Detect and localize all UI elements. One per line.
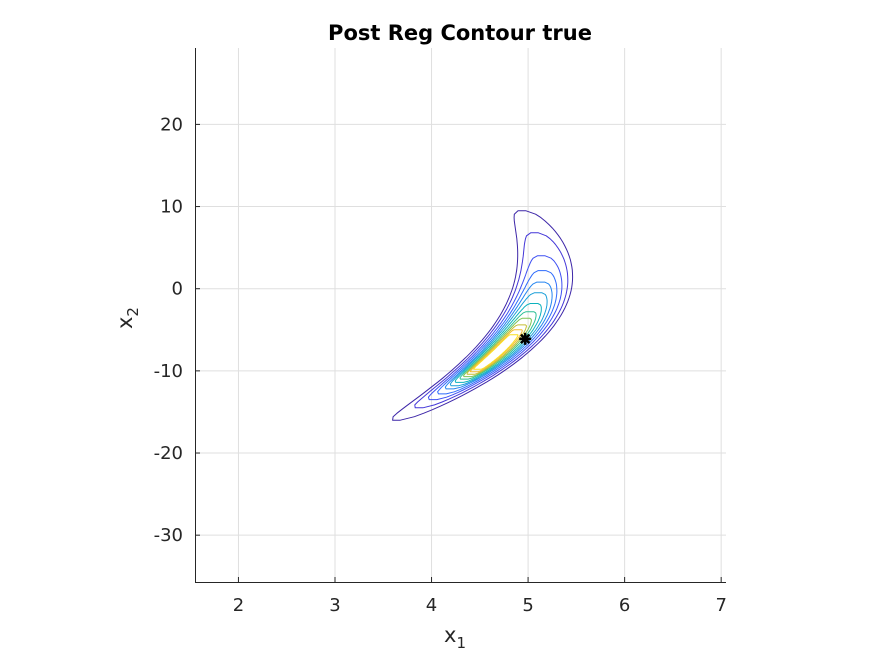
contour-level-3 (427, 255, 563, 401)
y-tick-label: -10 (154, 361, 183, 382)
y-tick-label: 20 (160, 114, 183, 135)
y-axis-label-sub: 2 (124, 307, 142, 317)
y-ticks: 20 10 0 -10 -20 -30 (154, 114, 200, 546)
y-tick-label: -20 (154, 443, 183, 464)
x-tick-label: 7 (715, 595, 726, 616)
contour-level-7 (454, 303, 542, 383)
contour-level-11 (469, 329, 523, 373)
contour-level-12 (473, 334, 519, 370)
contour-level-8 (459, 311, 537, 380)
contour-level-1 (392, 210, 574, 421)
x-axis-label: x1 (444, 623, 466, 652)
chart-title: Post Reg Contour true (328, 21, 592, 45)
x-ticks: 2 3 4 5 6 7 (233, 577, 727, 616)
grid (195, 48, 726, 582)
x-tick-label: 5 (522, 595, 533, 616)
contour-level-10 (466, 324, 527, 375)
y-axis-label: x2 (113, 307, 142, 329)
contour-level-4 (437, 270, 558, 395)
y-tick-label: -30 (154, 525, 183, 546)
y-tick-label: 0 (172, 279, 183, 300)
x-tick-label: 6 (619, 595, 630, 616)
true-value-marker (519, 332, 532, 345)
x-axis-label-main: x (444, 623, 456, 647)
contour-lines (392, 210, 574, 421)
y-tick-label: 10 (160, 197, 183, 218)
x-tick-label: 3 (329, 595, 340, 616)
contour-level-2 (414, 232, 569, 409)
axes (195, 48, 726, 583)
y-axis-label-main: x (113, 317, 137, 329)
contour-level-5 (444, 281, 553, 390)
x-tick-label: 2 (233, 595, 244, 616)
x-axis-label-sub: 1 (456, 634, 466, 652)
x-tick-label: 4 (426, 595, 437, 616)
contour-level-6 (449, 292, 548, 387)
marker-stroke (520, 333, 531, 344)
